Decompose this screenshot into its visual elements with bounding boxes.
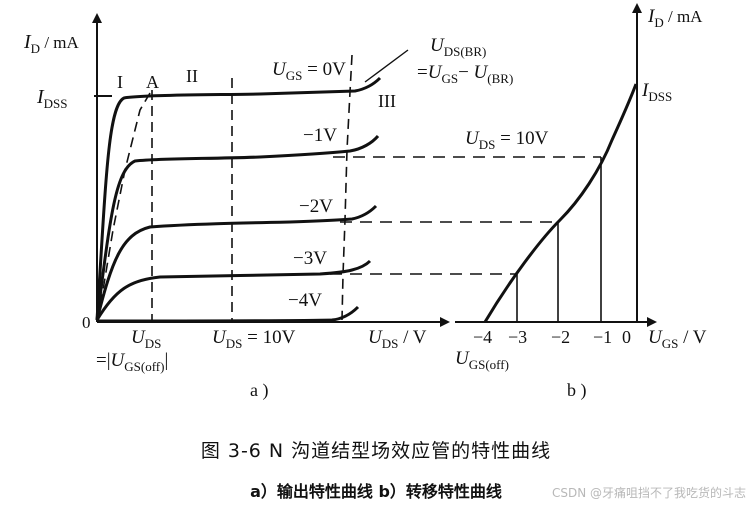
uds-10v-label: UDS = 10V [465, 128, 549, 152]
tick-minus1: −1 [593, 327, 612, 347]
label-ugs-minus4v: −4V [288, 290, 322, 311]
point-a-label: A [146, 72, 159, 92]
x-mark-uds: UDS [131, 327, 161, 351]
region-iii-label: III [378, 91, 396, 111]
output-characteristics-plot: ID / mA IDSS 0 I A II III UGS = 0V −1V [23, 13, 513, 401]
region-i-label: I [117, 72, 123, 92]
curve-ugs-minus2v [95, 204, 378, 321]
region-ii-label: II [186, 66, 198, 86]
panel-label-b: b ) [567, 380, 587, 401]
label-ugs-minus3v: −3V [293, 248, 327, 269]
watermark-text: CSDN @牙痛咀挡不了我吃货的斗志 [551, 486, 746, 500]
transfer-curve [483, 83, 638, 323]
curve-ugs-0v [95, 76, 382, 321]
curve-ugs-minus3v [95, 259, 372, 321]
breakdown-boundary-dashed [341, 54, 353, 321]
ugsoff-label: UGS(off) [455, 348, 509, 372]
left-x-axis-label: UDS / V [368, 327, 427, 351]
label-ugs-minus2v: −2V [299, 196, 333, 217]
right-y-axis-label: ID / mA [647, 6, 703, 30]
breakdown-label-line1: UDS(BR) [430, 35, 486, 59]
x-mark-uds-10v: UDS = 10V [212, 327, 296, 351]
figure-caption-subtitle: a）输出特性曲线 b）转移特性曲线 [250, 482, 502, 501]
tick-0: 0 [622, 327, 631, 347]
transfer-characteristic-plot: ID / mA IDSS UDS = 10V −4 −3 −2 −1 0 UGS… [330, 3, 707, 401]
breakdown-leader-line [364, 49, 409, 83]
breakdown-label-line2: =UGS− U(BR) [417, 62, 513, 86]
figure-caption-title: 图 3-6 N 沟道结型场效应管的特性曲线 [200, 440, 552, 462]
curve-ugs-minus1v [95, 134, 380, 321]
tick-minus3: −3 [508, 327, 527, 347]
right-idss-label: IDSS [641, 80, 672, 104]
left-idss-label: IDSS [36, 86, 68, 111]
tick-minus2: −2 [551, 327, 570, 347]
panel-label-a: a ) [250, 380, 268, 401]
pinchoff-boundary-dashed [97, 92, 151, 321]
label-ugs-0v: UGS = 0V [272, 59, 346, 83]
tick-minus4: −4 [473, 327, 492, 347]
left-origin-label: 0 [82, 313, 91, 332]
right-x-axis-label: UGS / V [648, 327, 707, 351]
x-mark-ugsoff: =|UGS(off)| [96, 350, 168, 374]
label-ugs-minus1v: −1V [303, 125, 337, 146]
curve-ugs-minus4v [96, 305, 360, 323]
left-y-axis-label: ID / mA [23, 31, 80, 56]
